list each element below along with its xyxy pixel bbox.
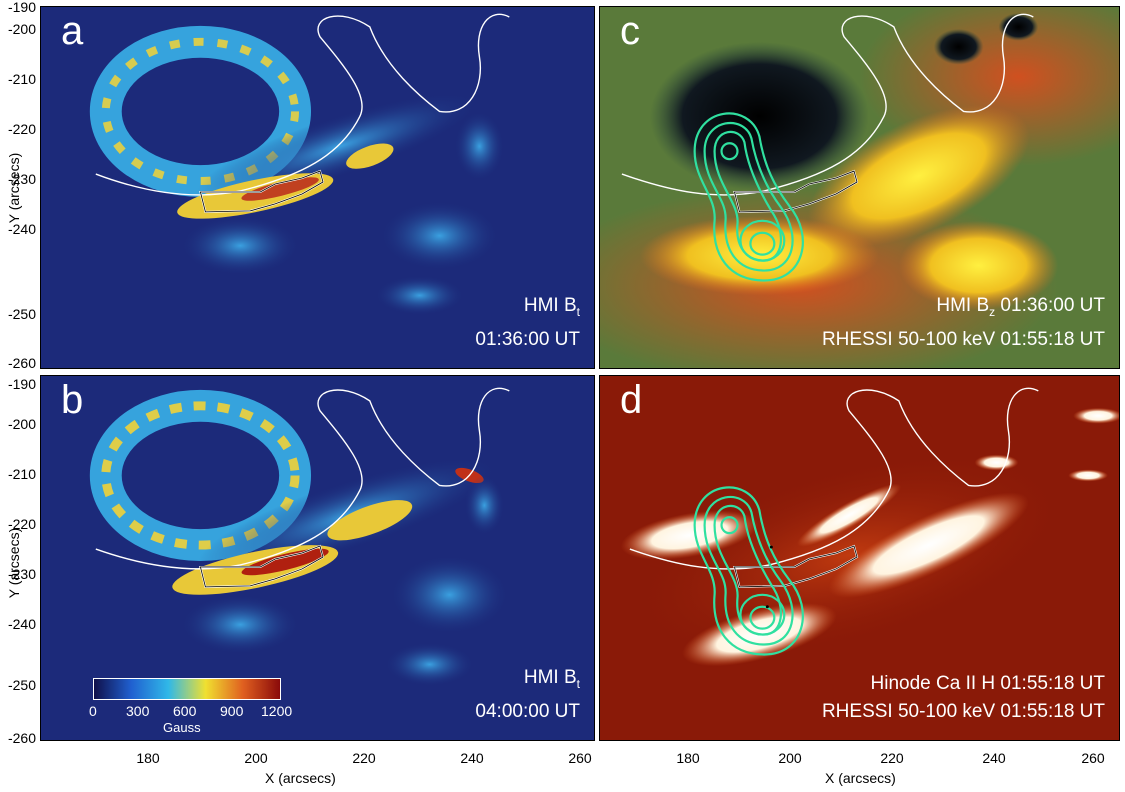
colorbar-title: Gauss bbox=[163, 720, 201, 735]
panel-a-title-line2: 01:36:00 UT bbox=[475, 329, 580, 350]
colorbar-tick: 300 bbox=[126, 703, 150, 719]
y-tick: -220 bbox=[7, 121, 36, 137]
x-axis-label-right: X (arcsecs) bbox=[825, 770, 896, 786]
panel-label-c: c bbox=[620, 9, 640, 53]
y-tick: -210 bbox=[7, 466, 36, 482]
colorbar-tick: 600 bbox=[173, 703, 197, 719]
x-tick: 220 bbox=[880, 750, 904, 766]
bt-map-image bbox=[41, 7, 594, 368]
panel-c-title-line2: RHESSI 50-100 keV 01:55:18 UT bbox=[821, 329, 1105, 350]
x-tick: 260 bbox=[568, 750, 592, 766]
y-tick: -260 bbox=[7, 355, 36, 371]
panel-d: d Hinode Ca II H 01:55:18 UT RHESSI 50-1… bbox=[599, 375, 1120, 741]
colorbar-ramp bbox=[93, 678, 281, 700]
x-tick: 200 bbox=[244, 750, 268, 766]
panel-a-title-line1: HMI Bt bbox=[523, 295, 580, 319]
x-tick: 200 bbox=[778, 750, 802, 766]
y-axis-label-top: Y (arcsecs) bbox=[6, 152, 22, 224]
colorbar-tick: 0 bbox=[89, 703, 97, 719]
y-tick: -240 bbox=[7, 221, 36, 237]
y-tick: -210 bbox=[7, 71, 36, 87]
panel-b: b HMI Bt 04:00:00 UT 0 300 600 900 1200 … bbox=[40, 375, 595, 741]
y-tick: -240 bbox=[7, 616, 36, 632]
y-axis-label-bottom: Y (arcsecs) bbox=[6, 527, 22, 599]
panel-d-title-line2: RHESSI 50-100 keV 01:55:18 UT bbox=[821, 701, 1105, 722]
x-tick: 260 bbox=[1081, 750, 1105, 766]
panel-a: a HMI Bt 01:36:00 UT bbox=[40, 6, 595, 369]
x-tick: 180 bbox=[136, 750, 160, 766]
panel-b-title-line2: 04:00:00 UT bbox=[475, 701, 580, 722]
y-tick: -260 bbox=[7, 730, 36, 746]
x-tick: 220 bbox=[352, 750, 376, 766]
panel-label-d: d bbox=[620, 378, 643, 422]
y-tick: -230 bbox=[7, 566, 36, 582]
y-tick: -190 bbox=[7, 376, 36, 392]
y-tick: -220 bbox=[7, 516, 36, 532]
panel-d-title-line1: Hinode Ca II H 01:55:18 UT bbox=[870, 673, 1105, 694]
panel-label-b: b bbox=[61, 378, 84, 422]
panel-c-title-line1: HMI Bz 01:36:00 UT bbox=[936, 295, 1105, 319]
y-tick: -250 bbox=[7, 306, 36, 322]
x-axis-label-left: X (arcsecs) bbox=[265, 770, 336, 786]
y-tick: -200 bbox=[7, 416, 36, 432]
colorbar-tick: 1200 bbox=[261, 703, 293, 719]
x-tick: 240 bbox=[460, 750, 484, 766]
x-tick: 180 bbox=[676, 750, 700, 766]
panel-b-title-line1: HMI Bt bbox=[523, 667, 580, 691]
x-tick: 240 bbox=[982, 750, 1006, 766]
panel-c: c HMI Bz 01:36:00 UT RHESSI 50-100 keV 0… bbox=[599, 6, 1120, 369]
y-tick: -250 bbox=[7, 677, 36, 693]
colorbar-tick: 900 bbox=[220, 703, 244, 719]
y-tick: -190 bbox=[7, 0, 36, 15]
y-tick: -200 bbox=[7, 21, 36, 37]
panel-label-a: a bbox=[61, 9, 84, 53]
y-tick: -230 bbox=[7, 171, 36, 187]
